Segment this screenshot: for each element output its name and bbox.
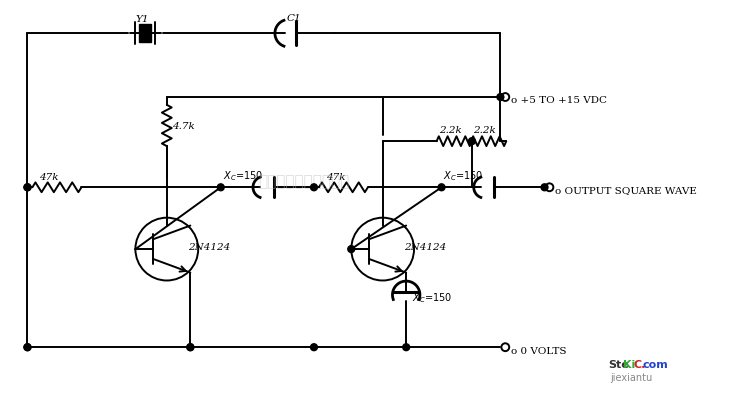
Text: $X_C$=150: $X_C$=150 [412, 290, 453, 304]
Circle shape [347, 246, 355, 253]
Text: Ste: Ste [608, 359, 629, 369]
Circle shape [24, 344, 31, 351]
Text: jiexiantu: jiexiantu [610, 372, 653, 382]
Circle shape [469, 139, 475, 145]
Text: $X_C$=150: $X_C$=150 [223, 169, 263, 183]
Circle shape [403, 344, 410, 351]
Circle shape [310, 344, 318, 351]
Text: 47k: 47k [39, 173, 58, 182]
Circle shape [310, 184, 318, 191]
Circle shape [24, 184, 31, 191]
Circle shape [187, 344, 193, 351]
Text: com: com [642, 359, 669, 369]
Text: 常州精容科技有限公司: 常州精容科技有限公司 [258, 173, 350, 188]
Text: 47k: 47k [326, 173, 345, 182]
Text: 2.2k: 2.2k [473, 126, 496, 135]
Text: $X_C$=150: $X_C$=150 [443, 169, 484, 183]
Circle shape [24, 344, 31, 351]
Text: 2.2k: 2.2k [439, 126, 461, 135]
Text: Y1: Y1 [135, 15, 149, 24]
Text: o OUTPUT SQUARE WAVE: o OUTPUT SQUARE WAVE [556, 186, 697, 195]
Text: 4.7k: 4.7k [172, 122, 194, 131]
Bar [139, 26, 151, 43]
Text: C.: C. [634, 359, 646, 369]
Circle shape [187, 344, 193, 351]
Text: Ki: Ki [623, 359, 635, 369]
Circle shape [218, 184, 224, 191]
Circle shape [24, 184, 31, 191]
Circle shape [541, 184, 548, 191]
Circle shape [438, 184, 445, 191]
Text: 2N4124: 2N4124 [404, 243, 447, 252]
Circle shape [497, 94, 504, 101]
Text: 2N4124: 2N4124 [188, 243, 231, 252]
Text: o 0 VOLTS: o 0 VOLTS [511, 346, 566, 355]
Text: o +5 TO +15 VDC: o +5 TO +15 VDC [511, 96, 607, 104]
Text: C1: C1 [286, 15, 301, 23]
